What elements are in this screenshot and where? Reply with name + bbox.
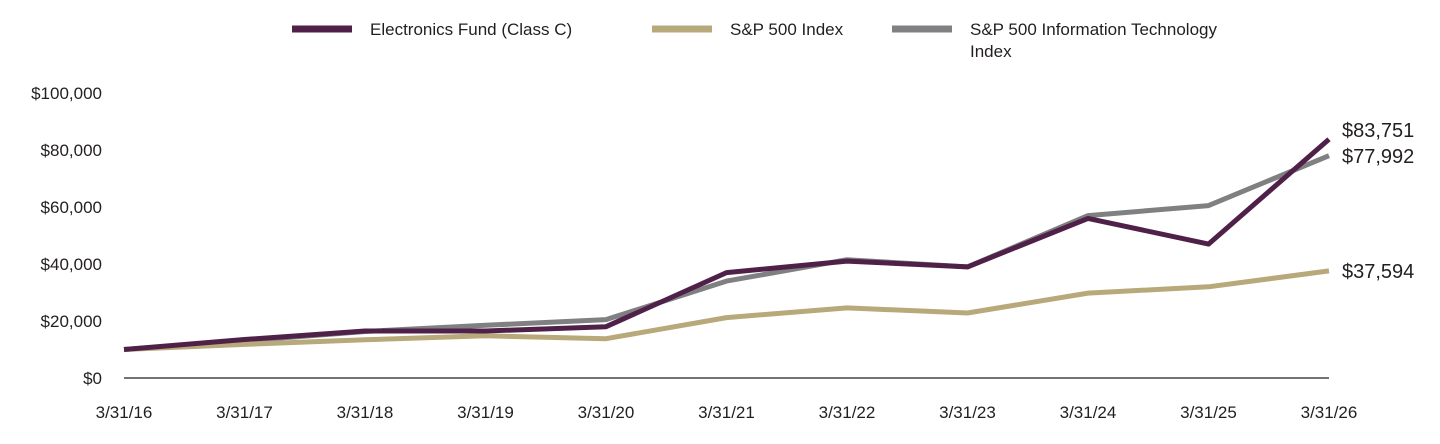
x-tick-label: 3/31/17 [216,403,273,422]
legend-item: S&P 500 Index [652,20,844,39]
end-value-label: $37,594 [1342,261,1414,283]
x-tick-label: 3/31/25 [1180,403,1237,422]
x-tick-label: 3/31/26 [1301,403,1358,422]
end-value-label: $83,751 [1342,120,1414,142]
y-tick-label: $20,000 [41,312,102,331]
legend: Electronics Fund (Class C) S&P 500 Index S… [292,20,1217,61]
x-tick-label: 3/31/19 [457,403,514,422]
series-line-sandp-500-index [123,268,1330,352]
y-tick-label: $100,000 [31,84,102,103]
x-tick-label: 3/31/18 [337,403,394,422]
y-tick-label: $40,000 [41,255,102,274]
legend-label: S&P 500 Information Technology Index [970,20,1217,61]
x-tick-label: 3/31/16 [96,403,153,422]
end-value-label: $77,992 [1342,146,1414,168]
y-axis: $0 $20,000 $40,000 $60,000 $80,000 $100,000 [31,84,102,388]
x-tick-label: 3/31/20 [578,403,635,422]
legend-label: Electronics Fund (Class C) [370,20,572,39]
series-line-electronics-fund-class-c [123,137,1331,352]
y-tick-label: $0 [83,369,102,388]
series-lines [123,137,1331,352]
y-tick-label: $60,000 [41,198,102,217]
y-tick-label: $80,000 [41,141,102,160]
end-labels: $77,992 $37,594 $83,751 [1342,120,1414,283]
x-tick-label: 3/31/22 [819,403,876,422]
legend-item: Electronics Fund (Class C) [292,20,572,39]
x-axis: 3/31/16 3/31/17 3/31/18 3/31/19 3/31/20 3/31/… [96,377,1358,422]
x-tick-label: 3/31/23 [939,403,996,422]
legend-item: S&P 500 Information Technology Index [892,20,1217,61]
legend-label: S&P 500 Index [730,20,844,39]
series-line-sandp-500-information-technology-index [123,153,1330,352]
x-tick-label: 3/31/21 [698,403,755,422]
x-tick-label: 3/31/24 [1060,403,1117,422]
